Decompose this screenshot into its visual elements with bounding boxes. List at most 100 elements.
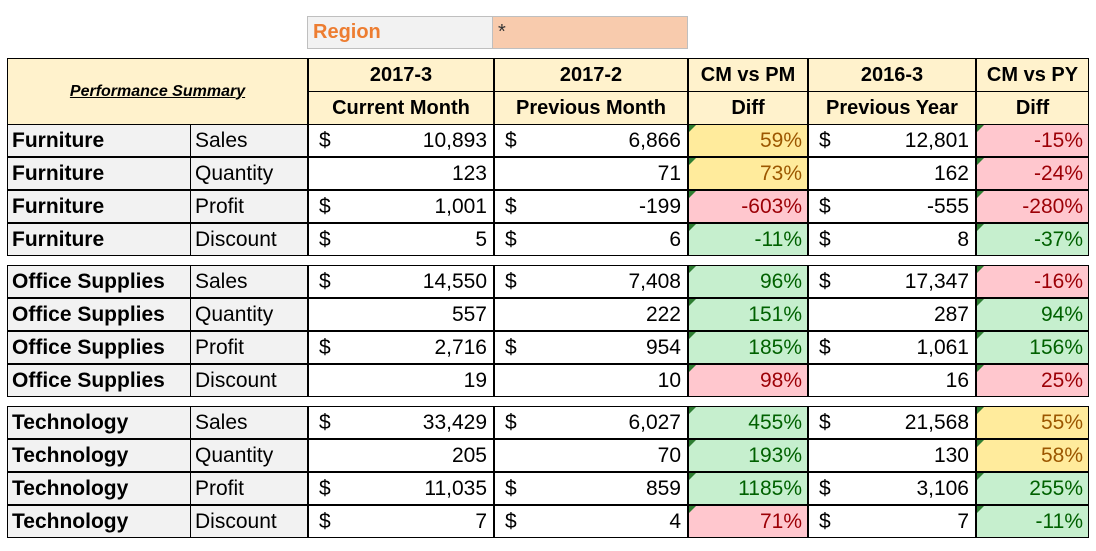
cell-value: 954 [645,336,681,359]
cm-vs-py-diff-cell: -37% [976,223,1089,256]
column-header-top: 2016-3 [808,58,976,92]
cm-vs-py-diff-cell: 25% [976,364,1089,397]
previous-month-cell: $859 [494,472,688,505]
cm-vs-pm-diff-cell: -11% [688,223,808,256]
category-cell: Furniture [7,223,191,256]
previous-year-cell: $12,801 [808,124,976,157]
cm-vs-py-diff-cell: 94% [976,298,1089,331]
category-cell: Furniture [7,124,191,157]
category-cell: Office Supplies [7,364,191,397]
currency-symbol: $ [505,336,517,359]
performance-summary-header: Performance Summary [7,58,308,125]
column-header-top: 2017-3 [308,58,494,92]
category-cell: Technology [7,439,191,472]
current-month-cell: $2,716 [308,331,494,364]
cell-value: 1,061 [916,336,969,359]
previous-year-cell: $21,568 [808,406,976,439]
category-cell: Furniture [7,157,191,190]
currency-symbol: $ [319,477,331,500]
previous-year-cell: $17,347 [808,265,976,298]
cm-vs-pm-diff-cell: 98% [688,364,808,397]
cell-value: 19 [463,369,487,392]
cm-vs-py-diff-cell: -24% [976,157,1089,190]
currency-symbol: $ [505,270,517,293]
currency-symbol: $ [819,270,831,293]
previous-year-cell: 130 [808,439,976,472]
cell-value: 5 [475,228,487,251]
column-header-bottom: Current Month [308,91,494,125]
column-header-bottom: Diff [688,91,808,125]
currency-symbol: $ [319,270,331,293]
previous-year-cell: 287 [808,298,976,331]
metric-cell: Discount [190,364,308,397]
column-header-top: CM vs PY [976,58,1089,92]
category-cell: Technology [7,505,191,538]
cm-vs-py-diff-cell: 156% [976,331,1089,364]
cell-value: 71 [657,162,681,185]
previous-month-cell: $954 [494,331,688,364]
region-filter-value[interactable]: * [493,16,688,49]
currency-symbol: $ [319,411,331,434]
previous-month-cell: 70 [494,439,688,472]
cell-value: 14,550 [422,270,487,293]
previous-month-cell: $ -199 [494,190,688,223]
cm-vs-py-diff-cell: -15% [976,124,1089,157]
currency-symbol: $ [505,195,517,218]
currency-symbol: $ [819,477,831,500]
currency-symbol: $ [319,336,331,359]
currency-symbol: $ [505,129,517,152]
region-filter-label: Region [307,16,493,49]
column-header-top: 2017-2 [494,58,688,92]
current-month-cell: $11,035 [308,472,494,505]
metric-cell: Quantity [190,298,308,331]
cm-vs-pm-diff-cell: 96% [688,265,808,298]
current-month-cell: $1,001 [308,190,494,223]
cell-value: 6,866 [628,129,681,152]
cm-vs-pm-diff-cell: 185% [688,331,808,364]
metric-cell: Profit [190,472,308,505]
current-month-cell: $5 [308,223,494,256]
previous-month-cell: 71 [494,157,688,190]
cell-value: 4 [669,510,681,533]
currency-symbol: $ [319,129,331,152]
cell-value: 859 [645,477,681,500]
cell-value: 1,001 [434,195,487,218]
cell-value: 8 [957,228,969,251]
column-header-bottom: Diff [976,91,1089,125]
previous-month-cell: 10 [494,364,688,397]
cell-value: 17,347 [904,270,969,293]
category-cell: Technology [7,472,191,505]
category-cell: Furniture [7,190,191,223]
cm-vs-pm-diff-cell: 455% [688,406,808,439]
cell-value: 7,408 [628,270,681,293]
currency-symbol: $ [505,411,517,434]
column-header-top: CM vs PM [688,58,808,92]
cm-vs-py-diff-cell: 58% [976,439,1089,472]
cm-vs-pm-diff-cell: -603% [688,190,808,223]
cm-vs-py-diff-cell: -11% [976,505,1089,538]
previous-year-cell: $7 [808,505,976,538]
cm-vs-pm-diff-cell: 59% [688,124,808,157]
cell-value: 10,893 [422,129,487,152]
previous-month-cell: $6,027 [494,406,688,439]
cell-value: -199 [638,195,681,218]
cell-value: 12,801 [904,129,969,152]
cell-value: 6,027 [628,411,681,434]
currency-symbol: $ [505,477,517,500]
current-month-cell: $33,429 [308,406,494,439]
cell-value: 33,429 [422,411,487,434]
previous-month-cell: 222 [494,298,688,331]
metric-cell: Sales [190,124,308,157]
metric-cell: Profit [190,331,308,364]
previous-year-cell: $8 [808,223,976,256]
cell-value: 222 [645,303,681,326]
cell-value: 11,035 [424,477,487,500]
previous-month-cell: $4 [494,505,688,538]
previous-year-cell: 16 [808,364,976,397]
cell-value: 21,568 [904,411,969,434]
cm-vs-pm-diff-cell: 1185% [688,472,808,505]
previous-month-cell: $7,408 [494,265,688,298]
previous-month-cell: $6,866 [494,124,688,157]
currency-symbol: $ [319,195,331,218]
currency-symbol: $ [819,228,831,251]
